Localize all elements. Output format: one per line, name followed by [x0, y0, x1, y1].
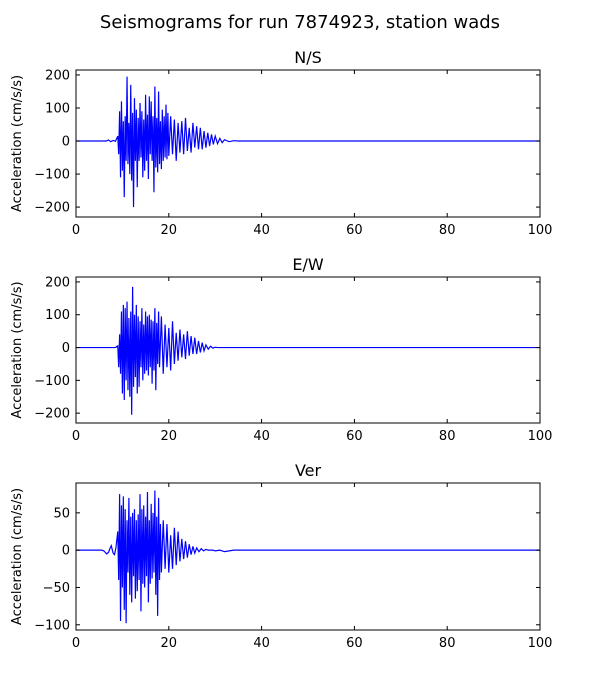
x-tick-label-ew: 40	[253, 429, 270, 444]
x-tick-label-ew: 80	[439, 429, 456, 444]
y-axis-label-ver: Acceleration (cm/s/s)	[10, 488, 25, 625]
panel-ver: 0 20 40 60 80 100 −100 −50 0 50 Ver Acceleration (c…	[10, 461, 552, 651]
y-tick-label-ew: −200	[34, 407, 70, 422]
x-tick-label-ns: 80	[439, 223, 456, 238]
x-tick-label-ver: 20	[161, 636, 178, 651]
y-tick-label-ver: 0	[62, 544, 70, 559]
y-axis-label-ns: Acceleration (cm/s/s)	[10, 75, 25, 212]
series-line-ew-0	[76, 286, 540, 415]
x-tick-label-ns: 40	[253, 223, 270, 238]
y-tick-label-ns: 200	[45, 68, 70, 83]
y-tick-label-ver: −50	[43, 581, 70, 596]
x-tick-label-ew: 100	[528, 429, 553, 444]
panel-ew: 0 20 40 60 80 100 −200 −100 0 100 200 E/W Accelerati…	[10, 255, 552, 444]
x-tick-label-ns: 0	[72, 223, 80, 238]
x-tick-label-ver: 40	[253, 636, 270, 651]
x-tick-label-ew: 20	[161, 429, 178, 444]
x-tick-label-ns: 60	[346, 223, 363, 238]
y-tick-label-ew: 200	[45, 275, 70, 290]
x-tick-label-ew: 60	[346, 429, 363, 444]
y-tick-label-ns: 100	[45, 101, 70, 116]
x-tick-label-ew: 0	[72, 429, 80, 444]
y-tick-label-ew: 0	[62, 341, 70, 356]
series-line-ver-0	[76, 490, 540, 624]
y-tick-label-ew: −100	[34, 374, 70, 389]
plot-frame-ew	[75, 276, 541, 424]
y-tick-label-ver: −100	[34, 618, 70, 633]
y-tick-label-ns: −100	[34, 168, 70, 183]
plot-frame-ver	[75, 482, 541, 631]
panel-title-ns: N/S	[294, 48, 322, 67]
y-tick-label-ns: −200	[34, 201, 70, 216]
panel-ns: 0 20 40 60 80 100 −200 −100 0 100 200 N/S Accelerati…	[10, 48, 552, 238]
x-tick-label-ns: 100	[528, 223, 553, 238]
y-tick-label-ns: 0	[62, 135, 70, 150]
x-tick-label-ver: 80	[439, 636, 456, 651]
x-tick-label-ns: 20	[161, 223, 178, 238]
figure-suptitle: Seismograms for run 7874923, station wad…	[100, 12, 500, 33]
y-axis-label-ew: Acceleration (cm/s/s)	[10, 281, 25, 418]
x-tick-label-ver: 100	[528, 636, 553, 651]
plot-frame-ns	[75, 69, 541, 218]
y-tick-label-ver: 50	[53, 506, 70, 521]
x-tick-label-ver: 0	[72, 636, 80, 651]
panel-title-ew: E/W	[292, 255, 324, 274]
series-line-ns-0	[76, 76, 540, 208]
x-tick-label-ver: 60	[346, 636, 363, 651]
panel-title-ver: Ver	[295, 461, 322, 480]
y-tick-label-ew: 100	[45, 308, 70, 323]
